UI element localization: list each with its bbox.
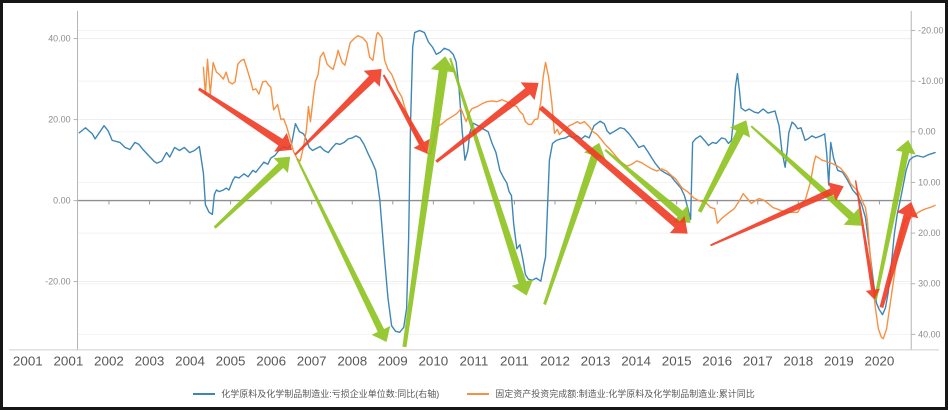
right-axis-tick-label: 20.00: [918, 228, 940, 238]
x-axis-year-label: 2016: [702, 354, 732, 369]
green-trend-arrow: [750, 125, 862, 226]
red-trend-arrow: [294, 69, 382, 156]
x-axis-year-label: 2002: [94, 354, 124, 369]
right-axis-tick-label: 0.00: [918, 127, 935, 137]
green-trend-arrow: [449, 57, 534, 296]
red-trend-arrow: [710, 182, 844, 247]
x-axis-year-label: 2013: [581, 354, 611, 369]
x-axis-year-label: 2011: [459, 354, 488, 369]
green-trend-arrow: [697, 120, 751, 213]
left-axis-tick-label: 0.00: [53, 196, 70, 206]
series-lines: [78, 29, 936, 340]
right-axis-tick-label: 10.00: [918, 177, 940, 187]
green-trend-arrow: [213, 156, 291, 229]
x-axis-year-label: 2001: [53, 354, 83, 369]
x-axis-year-label: 2004: [175, 354, 205, 369]
chart-canvas: 40.00 20.00 0.00 -20.00 -20.00 -10.00 0.00 10.0…: [8, 10, 944, 369]
x-axis-year-label: 2018: [783, 354, 813, 369]
x-axis-year-label: 2009: [378, 354, 408, 369]
right-axis-tick-label: -10.00: [918, 76, 943, 86]
red-trend-arrows: [197, 69, 919, 308]
green-trend-arrow: [873, 139, 916, 300]
red-trend-arrow: [854, 180, 881, 300]
x-axis-year-label: 2005: [216, 354, 246, 369]
green-trend-arrows: [213, 56, 916, 348]
right-axis-tick-label: -20.00: [918, 25, 943, 35]
red-trend-arrow: [538, 105, 688, 234]
left-axis-tick-label: 20.00: [48, 115, 70, 125]
red-trend-arrow: [197, 87, 293, 152]
left-axis-tick-label: 40.00: [48, 34, 70, 44]
right-axis-tick-label: 40.00: [918, 329, 940, 339]
x-axis-year-label: 2011: [500, 354, 529, 369]
x-axis-year-label: 2003: [135, 354, 165, 369]
red-trend-arrow: [435, 82, 539, 163]
gridlines: [77, 29, 912, 335]
red-trend-arrow: [382, 74, 430, 154]
series-line-fai-cumulative-yoy: [202, 31, 936, 340]
green-trend-arrow: [296, 158, 391, 342]
right-axis-labels: -20.00 -10.00 0.00 10.00 20.00 30.00 40.00: [911, 25, 944, 339]
green-trend-arrow: [543, 142, 606, 306]
x-axis-year-label: 2010: [418, 354, 448, 369]
x-axis-year-label: 2014: [621, 354, 651, 369]
x-axis-year-label: 2020: [865, 354, 895, 369]
x-axis-labels: 2001 2001 2002 2003 2004 2005 2006 2007 2008 2009…: [13, 354, 894, 369]
x-axis-year-label: 2015: [662, 354, 692, 369]
series-line-loss-enterprises-yoy: [78, 29, 936, 333]
x-axis-year-label: 2006: [256, 354, 286, 369]
x-axis-year-label: 2008: [337, 354, 367, 369]
green-trend-arrow: [604, 149, 691, 223]
x-axis-year-label: 2012: [540, 354, 570, 369]
right-axis-tick-label: 30.00: [918, 279, 940, 289]
x-axis-year-label: 2017: [743, 354, 773, 369]
left-axis-labels: 40.00 20.00 0.00 -20.00: [45, 34, 78, 287]
axis-lines: [8, 10, 940, 351]
red-trend-arrow: [879, 202, 919, 308]
green-trend-arrow: [402, 56, 456, 348]
x-axis-year-label: 2019: [824, 354, 854, 369]
x-axis-year-label: 2001: [13, 354, 43, 369]
x-axis-year-label: 2007: [297, 354, 327, 369]
left-axis-tick-label: -20.00: [45, 277, 70, 287]
